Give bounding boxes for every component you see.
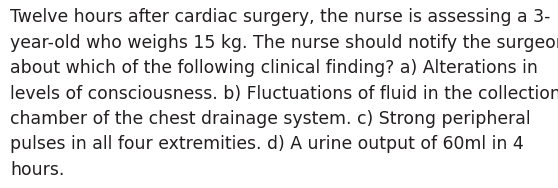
Text: levels of consciousness. b) Fluctuations of fluid in the collection: levels of consciousness. b) Fluctuations… bbox=[10, 85, 558, 103]
Text: Twelve hours after cardiac surgery, the nurse is assessing a 3-: Twelve hours after cardiac surgery, the … bbox=[10, 8, 550, 27]
Text: about which of the following clinical finding? a) Alterations in: about which of the following clinical fi… bbox=[10, 59, 538, 77]
Text: year-old who weighs 15 kg. The nurse should notify the surgeon: year-old who weighs 15 kg. The nurse sho… bbox=[10, 34, 558, 52]
Text: hours.: hours. bbox=[10, 161, 64, 179]
Text: chamber of the chest drainage system. c) Strong peripheral: chamber of the chest drainage system. c)… bbox=[10, 110, 531, 128]
Text: pulses in all four extremities. d) A urine output of 60ml in 4: pulses in all four extremities. d) A uri… bbox=[10, 135, 524, 153]
